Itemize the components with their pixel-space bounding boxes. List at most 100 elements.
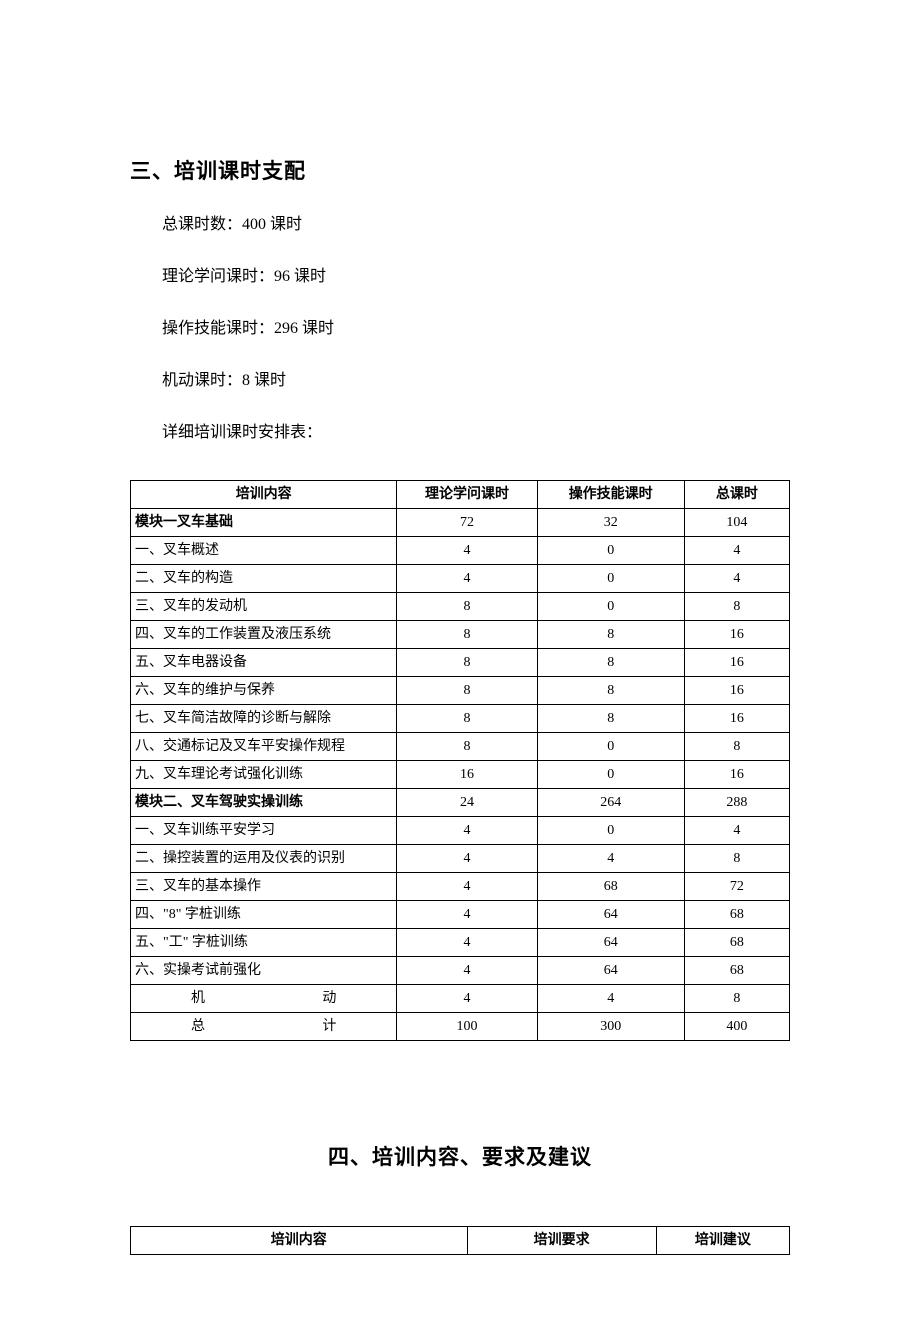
row-total: 68	[684, 901, 789, 929]
section-3-heading: 三、培训课时支配	[130, 155, 790, 185]
row-theory: 4	[397, 565, 537, 593]
row-theory: 8	[397, 705, 537, 733]
col-header-suggestion: 培训建议	[656, 1227, 789, 1255]
table-row: 九、叉车理论考试强化训练 16 0 16	[131, 761, 790, 789]
row-label: 一、叉车概述	[131, 537, 397, 565]
col-header-practice: 操作技能课时	[537, 481, 684, 509]
row-total: 104	[684, 509, 789, 537]
row-total: 68	[684, 929, 789, 957]
total-hours-line: 总课时数：400 课时	[130, 213, 790, 237]
table-intro-line: 详细培训课时安排表：	[130, 421, 790, 445]
row-practice: 64	[537, 957, 684, 985]
row-practice: 0	[537, 593, 684, 621]
table-row: 五、叉车电器设备 8 8 16	[131, 649, 790, 677]
row-practice: 4	[537, 845, 684, 873]
row-theory: 8	[397, 649, 537, 677]
row-practice: 8	[537, 705, 684, 733]
row-practice: 300	[537, 1013, 684, 1041]
row-label: 六、实操考试前强化	[131, 957, 397, 985]
row-label: 三、叉车的发动机	[131, 593, 397, 621]
table-row: 一、叉车训练平安学习 4 0 4	[131, 817, 790, 845]
row-total: 4	[684, 537, 789, 565]
row-practice: 0	[537, 761, 684, 789]
training-content-table: 培训内容 培训要求 培训建议	[130, 1226, 790, 1255]
row-total: 8	[684, 733, 789, 761]
row-theory: 8	[397, 677, 537, 705]
theory-hours-line: 理论学问课时：96 课时	[130, 265, 790, 289]
row-practice: 64	[537, 929, 684, 957]
row-total: 16	[684, 649, 789, 677]
row-label: 七、叉车简洁故障的诊断与解除	[131, 705, 397, 733]
practice-hours-line: 操作技能课时：296 课时	[130, 317, 790, 341]
col-header-content: 培训内容	[131, 1227, 468, 1255]
row-theory: 4	[397, 929, 537, 957]
table-row: 二、操控装置的运用及仪表的识别 4 4 8	[131, 845, 790, 873]
col-header-content: 培训内容	[131, 481, 397, 509]
row-total: 16	[684, 705, 789, 733]
table-row: 四、叉车的工作装置及液压系统 8 8 16	[131, 621, 790, 649]
row-label: 九、叉车理论考试强化训练	[131, 761, 397, 789]
row-label: 二、操控装置的运用及仪表的识别	[131, 845, 397, 873]
row-practice: 8	[537, 677, 684, 705]
row-theory: 8	[397, 621, 537, 649]
table-row: 三、叉车的基本操作 4 68 72	[131, 873, 790, 901]
row-total: 16	[684, 621, 789, 649]
flex-hours-line: 机动课时：8 课时	[130, 369, 790, 393]
row-total: 4	[684, 817, 789, 845]
row-label: 机 动	[131, 985, 397, 1013]
col-header-total: 总课时	[684, 481, 789, 509]
table-footer-row-total: 总 计 100 300 400	[131, 1013, 790, 1041]
table-row: 二、叉车的构造 4 0 4	[131, 565, 790, 593]
row-total: 8	[684, 985, 789, 1013]
row-total: 68	[684, 957, 789, 985]
table-row: 六、实操考试前强化 4 64 68	[131, 957, 790, 985]
row-theory: 4	[397, 985, 537, 1013]
table-header-row: 培训内容 理论学问课时 操作技能课时 总课时	[131, 481, 790, 509]
row-practice: 32	[537, 509, 684, 537]
row-practice: 8	[537, 649, 684, 677]
row-theory: 4	[397, 817, 537, 845]
row-theory: 16	[397, 761, 537, 789]
table-row: 七、叉车简洁故障的诊断与解除 8 8 16	[131, 705, 790, 733]
row-label: 模块二、叉车驾驶实操训练	[131, 789, 397, 817]
row-label: 总 计	[131, 1013, 397, 1041]
row-theory: 4	[397, 873, 537, 901]
row-total: 288	[684, 789, 789, 817]
row-total: 8	[684, 593, 789, 621]
table-row: 三、叉车的发动机 8 0 8	[131, 593, 790, 621]
row-theory: 72	[397, 509, 537, 537]
table-row: 模块二、叉车驾驶实操训练 24 264 288	[131, 789, 790, 817]
row-label: 五、"工" 字桩训练	[131, 929, 397, 957]
row-label: 模块一叉车基础	[131, 509, 397, 537]
row-label: 八、交通标记及叉车平安操作规程	[131, 733, 397, 761]
row-practice: 0	[537, 733, 684, 761]
row-label: 二、叉车的构造	[131, 565, 397, 593]
row-label: 五、叉车电器设备	[131, 649, 397, 677]
row-label: 一、叉车训练平安学习	[131, 817, 397, 845]
row-total: 8	[684, 845, 789, 873]
row-practice: 8	[537, 621, 684, 649]
table-row: 模块一叉车基础 72 32 104	[131, 509, 790, 537]
row-total: 4	[684, 565, 789, 593]
row-theory: 100	[397, 1013, 537, 1041]
row-label: 四、叉车的工作装置及液压系统	[131, 621, 397, 649]
row-practice: 264	[537, 789, 684, 817]
row-total: 400	[684, 1013, 789, 1041]
row-theory: 8	[397, 733, 537, 761]
table-row: 五、"工" 字桩训练 4 64 68	[131, 929, 790, 957]
row-practice: 64	[537, 901, 684, 929]
table-row: 四、"8" 字桩训练 4 64 68	[131, 901, 790, 929]
col-header-requirement: 培训要求	[467, 1227, 656, 1255]
row-total: 16	[684, 761, 789, 789]
row-total: 16	[684, 677, 789, 705]
row-label: 四、"8" 字桩训练	[131, 901, 397, 929]
row-total: 72	[684, 873, 789, 901]
row-label: 六、叉车的维护与保养	[131, 677, 397, 705]
row-label: 三、叉车的基本操作	[131, 873, 397, 901]
row-practice: 0	[537, 565, 684, 593]
section-4-heading: 四、培训内容、要求及建议	[130, 1141, 790, 1171]
table-row: 八、交通标记及叉车平安操作规程 8 0 8	[131, 733, 790, 761]
row-theory: 4	[397, 537, 537, 565]
table-row: 六、叉车的维护与保养 8 8 16	[131, 677, 790, 705]
row-theory: 4	[397, 957, 537, 985]
